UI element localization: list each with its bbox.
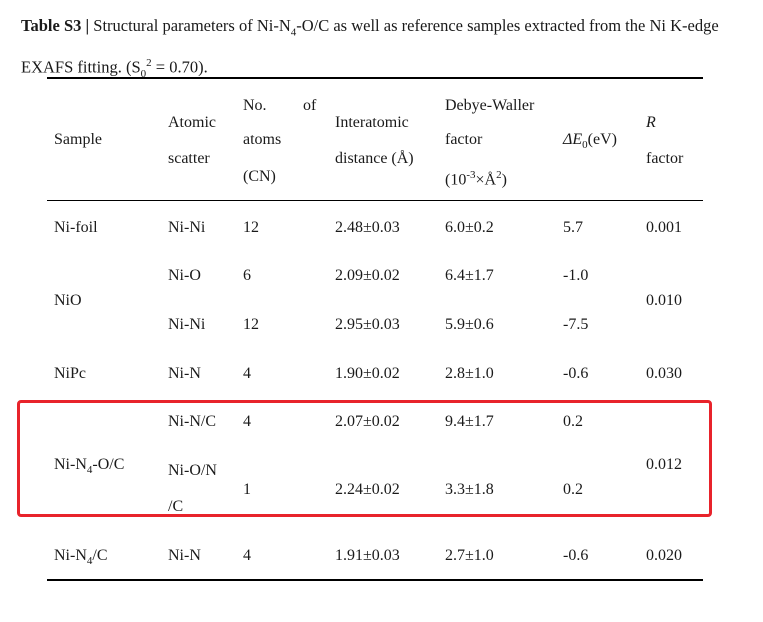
nin4oc-a-cn: 4 xyxy=(243,413,251,430)
nipc-sample: NiPc xyxy=(54,365,86,382)
header-dw-line2: factor xyxy=(445,131,483,148)
header-cn-atoms: atoms xyxy=(243,131,282,148)
nin4c-sample-a: Ni-N xyxy=(54,547,87,564)
nipc-r: 0.030 xyxy=(646,365,682,382)
header-r-factor: factor xyxy=(646,150,684,167)
caption-text-2: -O/C as well as reference samples extrac… xyxy=(21,16,719,77)
nio-sample: NiO xyxy=(54,292,82,309)
nin4oc-b-dw: 3.3±1.8 xyxy=(445,481,494,498)
nin4oc-a-dw: 9.4±1.7 xyxy=(445,413,494,430)
nio-a-dw: 6.4±1.7 xyxy=(445,267,494,284)
header-scatter-line1: Atomic xyxy=(168,114,216,131)
header-dw-line1: Debye-Waller xyxy=(445,97,535,114)
caption-sub-2: 0 xyxy=(140,68,147,81)
nin4c-dw: 2.7±1.0 xyxy=(445,547,494,564)
dw-unit-sq: 2 xyxy=(496,169,502,181)
nin4oc-b-cn: 1 xyxy=(243,481,251,498)
caption-sup-2: 2 xyxy=(146,57,152,70)
nio-b-de: -7.5 xyxy=(563,316,589,333)
nio-b-distance: 2.95±0.03 xyxy=(335,316,400,333)
nin4oc-r: 0.012 xyxy=(646,456,682,473)
bottom-rule xyxy=(47,579,703,581)
nin4oc-a-distance: 2.07±0.02 xyxy=(335,413,400,430)
header-r-italic: R xyxy=(646,114,656,131)
nin4oc-sample-b: -O/C xyxy=(92,456,125,473)
nio-a-distance: 2.09±0.02 xyxy=(335,267,400,284)
nin4oc-a-de: 0.2 xyxy=(563,413,583,430)
dw-unit-c: ) xyxy=(501,171,507,189)
header-distance-line2: distance (Å) xyxy=(335,150,414,167)
nifoil-distance: 2.48±0.03 xyxy=(335,219,400,236)
nio-b-scatter: Ni-Ni xyxy=(168,316,206,333)
table-caption: Table S3 | Structural parameters of Ni-N… xyxy=(21,10,746,90)
nin4oc-b-de: 0.2 xyxy=(563,481,583,498)
nin4oc-b-scatter-line1: Ni-O/N xyxy=(168,462,217,479)
caption-text-1: Structural parameters of Ni-N xyxy=(89,16,291,35)
header-scatter-line2: scatter xyxy=(168,150,210,167)
dw-unit-a: (10 xyxy=(445,171,467,189)
nin4c-scatter: Ni-N xyxy=(168,547,201,564)
nin4c-distance: 1.91±0.03 xyxy=(335,547,400,564)
nipc-dw: 2.8±1.0 xyxy=(445,365,494,382)
nin4c-de: -0.6 xyxy=(563,547,589,564)
nio-b-cn: 12 xyxy=(243,316,259,333)
nio-r: 0.010 xyxy=(646,292,682,309)
header-distance-line1: Interatomic xyxy=(335,114,409,131)
nipc-de: -0.6 xyxy=(563,365,589,382)
nin4oc-b-distance: 2.24±0.02 xyxy=(335,481,400,498)
delta-e-sub: 0 xyxy=(582,139,588,152)
nin4oc-b-scatter-line2: /C xyxy=(168,498,184,515)
nifoil-r: 0.001 xyxy=(646,219,682,236)
header-rule xyxy=(47,200,703,201)
nifoil-cn: 12 xyxy=(243,219,259,236)
nin4c-r: 0.020 xyxy=(646,547,682,564)
delta-e-unit: (eV) xyxy=(587,131,617,148)
nio-b-dw: 5.9±0.6 xyxy=(445,316,494,333)
dw-unit-exp: -3 xyxy=(466,169,476,181)
caption-sub-1: 4 xyxy=(290,26,297,39)
header-cn-unit: (CN) xyxy=(243,168,276,185)
nin4c-sample-b: /C xyxy=(92,547,108,564)
caption-text-3: = 0.70). xyxy=(151,57,208,77)
nin4c-sample-sub: 4 xyxy=(86,555,93,568)
nio-a-de: -1.0 xyxy=(563,267,589,284)
top-rule xyxy=(47,77,703,79)
header-dw-unit: (10-3×Å2) xyxy=(445,166,507,189)
nio-a-cn: 6 xyxy=(243,267,251,284)
nin4c-sample: Ni-N4/C xyxy=(54,547,108,570)
nifoil-dw: 6.0±0.2 xyxy=(445,219,494,236)
caption-label: Table S3 | xyxy=(21,16,90,35)
nin4c-cn: 4 xyxy=(243,547,251,564)
nin4oc-sample-sub: 4 xyxy=(86,464,93,477)
header-cn-of: of xyxy=(303,97,317,114)
nin4oc-a-scatter: Ni-N/C xyxy=(168,413,216,430)
delta-e-symbol: ΔE xyxy=(563,131,583,148)
nio-a-scatter: Ni-O xyxy=(168,267,201,284)
header-delta-e: ΔE0(eV) xyxy=(563,131,617,154)
nipc-distance: 1.90±0.02 xyxy=(335,365,400,382)
highlight-box xyxy=(17,400,712,517)
nipc-cn: 4 xyxy=(243,365,251,382)
nifoil-de: 5.7 xyxy=(563,219,583,236)
header-cn-no: No. xyxy=(243,97,267,114)
nin4oc-sample: Ni-N4-O/C xyxy=(54,456,124,479)
nin4oc-sample-a: Ni-N xyxy=(54,456,87,473)
nipc-scatter: Ni-N xyxy=(168,365,201,382)
dw-unit-b: ×Å xyxy=(475,171,497,189)
header-sample: Sample xyxy=(54,131,102,148)
nifoil-sample: Ni-foil xyxy=(54,219,98,236)
nifoil-scatter: Ni-Ni xyxy=(168,219,206,236)
